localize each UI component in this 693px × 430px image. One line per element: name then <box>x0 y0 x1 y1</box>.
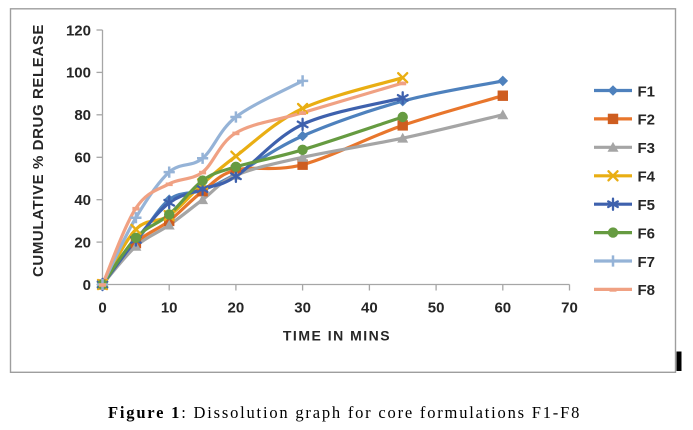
svg-text:CUMULATIVE % DRUG RELEASE: CUMULATIVE % DRUG RELEASE <box>30 24 47 277</box>
svg-text:F5: F5 <box>638 197 656 214</box>
svg-text:50: 50 <box>428 300 445 317</box>
svg-text:60: 60 <box>74 150 91 167</box>
svg-text:F7: F7 <box>638 254 656 271</box>
svg-text:F1: F1 <box>638 83 656 100</box>
svg-text:100: 100 <box>66 65 91 82</box>
svg-text:10: 10 <box>161 300 178 317</box>
svg-text:F2: F2 <box>638 112 656 129</box>
svg-text:F4: F4 <box>638 169 656 186</box>
svg-text:F8: F8 <box>638 282 656 299</box>
svg-text:0: 0 <box>83 277 91 294</box>
svg-text:120: 120 <box>66 22 91 39</box>
svg-text:40: 40 <box>361 300 378 317</box>
svg-text:30: 30 <box>294 300 311 317</box>
svg-text:F3: F3 <box>638 140 656 157</box>
svg-text:20: 20 <box>74 234 91 251</box>
svg-text:0: 0 <box>98 300 106 317</box>
svg-text:F6: F6 <box>638 225 656 242</box>
svg-text:TIME IN MINS: TIME IN MINS <box>283 328 391 344</box>
svg-text:70: 70 <box>561 300 578 317</box>
svg-text:20: 20 <box>228 300 245 317</box>
svg-text:40: 40 <box>74 192 91 209</box>
svg-text:80: 80 <box>74 107 91 124</box>
svg-text:60: 60 <box>494 300 511 317</box>
svg-text:Figure 1: Dissolution graph fo: Figure 1: Dissolution graph for core for… <box>108 403 581 422</box>
